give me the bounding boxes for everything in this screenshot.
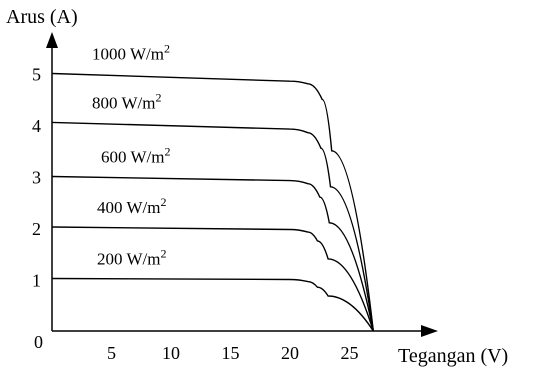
y-tick-labels: 0 1 2 3 4 5 [32, 65, 43, 353]
series-label-1: 800 W/m2 [92, 90, 161, 112]
y-tick-label-5: 5 [32, 65, 41, 85]
series-line-0 [51, 72, 374, 332]
series-label-0: 1000 W/m2 [92, 42, 170, 64]
series-label-4: 200 W/m2 [97, 247, 166, 269]
x-tick-label-4: 25 [341, 343, 359, 363]
y-axis-arrow [46, 32, 58, 48]
x-tick-label-3: 20 [281, 343, 299, 363]
series-labels: 1000 W/m2 800 W/m2 600 W/m2 400 W/m2 200 W/m… [92, 42, 170, 269]
y-tick-label-4: 4 [32, 116, 41, 136]
x-axis-arrow [421, 325, 438, 337]
series-line-4 [51, 277, 374, 332]
y-axis-title: Arus (A) [6, 6, 78, 28]
series-layer [51, 72, 374, 332]
series-line-3 [51, 226, 374, 332]
x-tick-labels: 5 10 15 20 25 [107, 343, 359, 363]
x-axis-title: Tegangan (V) [398, 345, 508, 367]
y-tick-label-3: 3 [32, 168, 41, 188]
series-line-1 [51, 121, 374, 332]
y-tick-label-2: 2 [32, 219, 41, 239]
series-label-2: 600 W/m2 [101, 145, 170, 167]
series-line-2 [51, 175, 374, 332]
series-label-3: 400 W/m2 [97, 195, 166, 217]
x-tick-label-1: 10 [162, 343, 180, 363]
x-tick-label-2: 15 [222, 343, 240, 363]
x-tick-label-0: 5 [107, 343, 116, 363]
y-tick-label-0: 0 [34, 332, 43, 352]
y-tick-label-1: 1 [32, 271, 41, 291]
